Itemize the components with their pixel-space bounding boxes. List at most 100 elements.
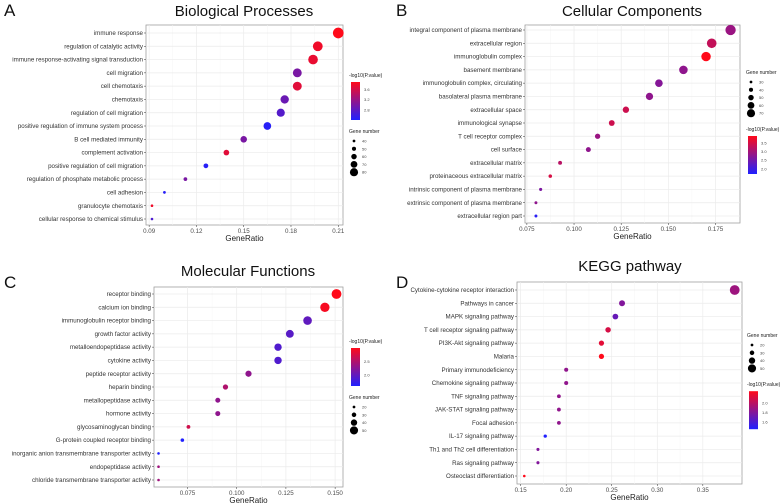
term-label: cell chemotaxis xyxy=(101,83,143,90)
data-point xyxy=(594,133,601,139)
x-tick-label: 0.125 xyxy=(278,490,294,497)
size-legend-dot xyxy=(349,426,359,435)
color-legend-tick: 3.2 xyxy=(364,97,370,102)
term-label: Cytokine-cytokine receptor interaction xyxy=(410,287,514,294)
size-legend-label: 30 xyxy=(759,80,764,85)
size-legend-label: 60 xyxy=(759,103,764,108)
panel-b: B Cellular Components 0.075 0.100 0.125 0.150… xyxy=(396,1,780,241)
data-point xyxy=(608,120,615,126)
term-label: extracellular region part xyxy=(457,213,522,220)
term-label: Pathways in cancer xyxy=(460,300,514,307)
data-point xyxy=(655,79,663,87)
term-label: regulation of cell migration xyxy=(71,110,144,117)
term-label: integral component of plasma membrane xyxy=(410,27,523,34)
panel-letter: A xyxy=(4,1,16,20)
data-point xyxy=(215,411,221,417)
size-legend-dot xyxy=(748,87,754,92)
term-label: T cell receptor signaling pathway xyxy=(424,327,515,334)
data-point xyxy=(619,300,626,307)
data-point xyxy=(539,187,543,191)
size-legend-label: 70 xyxy=(362,162,367,167)
term-label: Focal adhesion xyxy=(472,420,515,427)
data-point xyxy=(598,353,605,360)
term-label: cell surface xyxy=(491,147,523,154)
data-point xyxy=(729,285,740,295)
size-legend-label: 60 xyxy=(362,154,367,159)
term-label: proteinaceous extracellular matrix xyxy=(429,173,522,180)
data-point xyxy=(240,136,247,143)
data-point xyxy=(331,289,342,299)
color-bar xyxy=(748,136,757,174)
term-label: extracellular matrix xyxy=(470,160,523,167)
term-label: cell migration xyxy=(107,70,144,77)
term-label: glycosaminoglycan binding xyxy=(77,424,152,431)
term-label: chemotaxis xyxy=(112,97,143,104)
term-label: hormone activity xyxy=(106,411,152,418)
term-label: regulation of phosphate metabolic proces… xyxy=(27,176,143,183)
term-label: extrinsic component of plasma membrane xyxy=(407,200,522,207)
term-label: G-protein coupled receptor binding xyxy=(56,437,152,444)
size-legend-title: Gene number xyxy=(349,395,380,401)
data-point xyxy=(558,160,563,165)
size-legend-label: 50 xyxy=(362,428,367,433)
data-point xyxy=(303,316,312,325)
term-label: cell adhesion xyxy=(107,190,144,197)
x-tick-label: 0.150 xyxy=(661,226,677,233)
data-point xyxy=(312,41,323,52)
size-legend-label: 30 xyxy=(760,350,765,355)
term-label: regulation of catalytic activity xyxy=(64,43,144,50)
data-point xyxy=(543,434,547,438)
size-legend-label: 50 xyxy=(362,146,367,151)
x-tick-label: 0.21 xyxy=(332,228,345,235)
data-point xyxy=(274,356,282,365)
x-tick-label: 0.075 xyxy=(519,226,535,233)
data-point xyxy=(332,27,344,39)
color-bar xyxy=(351,348,360,386)
x-tick-label: 0.100 xyxy=(229,490,245,497)
color-legend-title: -log10(P.value) xyxy=(746,127,780,133)
color-legend-tick: 2.0 xyxy=(762,401,768,406)
term-label: immune response-activating signal transd… xyxy=(12,57,143,64)
size-legend-dot xyxy=(746,109,756,118)
data-point xyxy=(557,407,561,412)
data-point xyxy=(150,204,154,208)
size-legend-label: 40 xyxy=(759,87,764,92)
size-legend-dot xyxy=(747,364,757,373)
data-point xyxy=(536,447,540,451)
term-label: T cell receptor complex xyxy=(458,133,523,140)
size-legend-label: 40 xyxy=(760,358,765,363)
size-legend-label: 20 xyxy=(760,343,765,348)
term-label: inorganic anion transmembrane transporte… xyxy=(12,451,152,458)
color-legend-title: -log10(P.value) xyxy=(349,73,383,79)
data-point xyxy=(622,106,630,113)
size-legend-label: 40 xyxy=(362,139,367,144)
size-legend-dot xyxy=(351,412,357,418)
chart-title: KEGG pathway xyxy=(578,258,682,275)
panel-d: D KEGG pathway 0.15 0.20 0.25 0.30 0.35 GeneRat… xyxy=(396,258,781,502)
term-label: Ras signaling pathway xyxy=(452,460,515,467)
data-point xyxy=(186,424,191,429)
data-point xyxy=(605,327,611,333)
term-label: positive regulation of cell migration xyxy=(48,163,143,170)
color-bar xyxy=(749,391,758,430)
term-label: cytokine activity xyxy=(108,358,152,365)
size-legend-dot xyxy=(750,343,754,347)
term-label: complement activation xyxy=(81,150,143,157)
data-point xyxy=(180,438,185,442)
data-point xyxy=(701,51,711,62)
x-axis-label: GeneRatio xyxy=(229,496,268,503)
term-label: peptide receptor activity xyxy=(86,371,152,378)
size-legend-dot xyxy=(747,102,755,109)
color-legend-tick: 1.6 xyxy=(762,420,768,425)
data-point xyxy=(564,367,569,372)
data-point xyxy=(157,478,160,482)
term-label: B cell mediated immunity xyxy=(74,136,144,143)
term-label: Th1 and Th2 cell differentiation xyxy=(429,447,514,454)
color-bar xyxy=(351,82,360,120)
chart-title: Biological Processes xyxy=(175,3,313,20)
size-legend-dot xyxy=(352,139,356,143)
panel-letter: B xyxy=(396,1,407,20)
term-label: basolateral plasma membrane xyxy=(439,94,523,101)
term-label: PI3K-Akt signaling pathway xyxy=(439,340,515,347)
term-label: metalloendopeptidase activity xyxy=(70,344,152,351)
